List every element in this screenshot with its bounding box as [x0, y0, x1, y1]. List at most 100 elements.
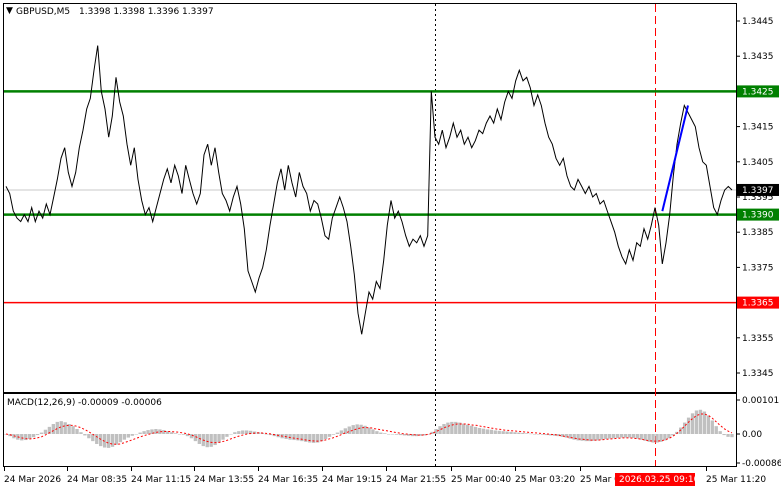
macd-histogram-bar — [102, 434, 107, 448]
macd-histogram-bar — [406, 434, 411, 436]
macd-histogram-bar — [442, 424, 446, 434]
time-tick-label: 25 Mar 11:20 — [706, 475, 766, 485]
macd-histogram-bar — [351, 425, 355, 434]
symbol-label: GBPUSD,M5 — [16, 7, 70, 17]
macd-histogram-bar — [181, 434, 186, 435]
macd-histogram-bar — [702, 411, 707, 434]
macd-histogram-bar — [130, 434, 134, 436]
time-cursor-badge — [615, 473, 695, 486]
macd-histogram-bar — [465, 424, 470, 434]
macd-histogram-bar — [237, 431, 241, 434]
dropdown-arrow-icon[interactable]: ▼ — [6, 6, 13, 16]
macd-histogram-bar — [185, 434, 190, 437]
macd-histogram-bar — [24, 434, 28, 441]
macd-histogram-bar — [319, 434, 324, 442]
macd-histogram-bar — [568, 434, 572, 439]
macd-histogram-bar — [28, 434, 32, 439]
trend-line[interactable] — [661, 105, 689, 212]
macd-values: -0.00009 -0.00006 — [78, 398, 162, 408]
macd-histogram-bar — [584, 434, 588, 442]
price-tick-label: 1.3405 — [742, 158, 774, 168]
level-price-badge — [737, 85, 779, 98]
macd-histogram-bar — [588, 434, 592, 442]
macd-histogram-bar — [422, 434, 426, 436]
macd-histogram-bar — [158, 429, 162, 434]
macd-histogram-bar — [316, 434, 320, 443]
macd-histogram-bar — [39, 432, 44, 434]
macd-histogram-bar — [698, 409, 703, 434]
macd-histogram-bar — [730, 434, 734, 438]
price-tick-label: 1.3355 — [742, 334, 774, 344]
macd-histogram-bar — [166, 431, 170, 434]
macd-histogram-bar — [170, 432, 174, 434]
macd-histogram-bar — [118, 434, 123, 443]
macd-histogram-bar — [430, 431, 434, 434]
macd-histogram-bar — [312, 434, 316, 443]
macd-histogram-bar — [106, 434, 111, 448]
macd-histogram-bar — [647, 434, 651, 442]
macd-histogram-bar — [533, 434, 537, 435]
macd-histogram-bar — [67, 424, 71, 434]
macd-tick-label: -0.00086 — [742, 459, 781, 469]
macd-histogram-bar — [331, 434, 336, 435]
price-tick-label: 1.3345 — [742, 369, 774, 379]
macd-histogram-bar — [438, 426, 442, 434]
macd-axis: 0.00101 0.00 -0.00086 — [736, 396, 781, 469]
macd-histogram-bar — [394, 434, 399, 435]
macd-histogram-bar — [146, 430, 150, 434]
time-axis: 24 Mar 2026 24 Mar 08:35 24 Mar 11:15 24 Ma… — [4, 467, 766, 486]
macd-histogram-bar — [233, 432, 237, 434]
macd-histogram-bar — [473, 426, 478, 434]
macd-histogram-bar — [592, 434, 596, 441]
time-tick-label: 24 Mar 13:55 — [194, 475, 254, 485]
price-panel-frame — [3, 3, 737, 393]
macd-histogram-bar — [513, 432, 517, 434]
macd-histogram-bar — [469, 425, 474, 434]
macd-histogram-bar — [600, 434, 604, 440]
macd-histogram-bar — [481, 428, 486, 434]
macd-histogram-bar — [686, 417, 691, 434]
macd-histogram-bar — [477, 427, 482, 434]
macd-histogram-bar — [347, 426, 351, 434]
macd-histogram-bar — [87, 434, 91, 439]
macd-histogram-bar — [564, 434, 568, 438]
macd-histogram-bar — [560, 434, 565, 437]
time-tick-label: 25 Mar 00:40 — [451, 475, 511, 485]
macd-histogram-bar — [576, 434, 580, 441]
macd-histogram-bar — [714, 426, 718, 434]
macd-histogram-bar — [679, 427, 683, 434]
macd-histogram-bar — [410, 434, 415, 437]
macd-histogram-bar — [83, 434, 87, 436]
price-tick-label: 1.3395 — [742, 193, 774, 203]
macd-histogram-bar — [718, 431, 722, 434]
macd-histogram-bar — [611, 434, 616, 439]
macd-histogram-bar — [580, 434, 584, 441]
macd-histogram-bar — [505, 431, 509, 434]
macd-histogram-bar — [138, 432, 142, 434]
macd-tick-label: 0.00101 — [742, 396, 779, 406]
macd-histogram-bar — [99, 434, 103, 447]
macd-histogram-bar — [197, 434, 202, 444]
macd-layer — [4, 409, 734, 448]
time-tick-label: 24 Mar 08:35 — [67, 475, 127, 485]
ohlc-values: 1.3398 1.3398 1.3396 1.3397 — [79, 7, 214, 17]
price-axis: 1.34451.34351.34251.34151.34051.33951.33… — [736, 17, 779, 379]
macd-histogram-bar — [363, 425, 367, 434]
macd-histogram-bar — [663, 434, 667, 441]
time-tick-label: 24 Mar 16:35 — [258, 475, 318, 485]
macd-histogram-bar — [446, 422, 450, 434]
time-tick-label: 24 Mar 2026 — [4, 475, 61, 485]
macd-histogram-bar — [398, 434, 403, 436]
price-tick-label: 1.3435 — [742, 52, 774, 62]
macd-histogram-bar — [604, 434, 608, 439]
macd-histogram-bar — [489, 429, 493, 434]
price-tick-label: 1.3415 — [742, 123, 774, 133]
macd-histogram-bar — [371, 429, 375, 434]
macd-histogram-bar — [682, 422, 687, 434]
macd-histogram-bar — [726, 434, 730, 437]
macd-histogram-bar — [450, 421, 454, 434]
macd-histogram-bar — [323, 434, 328, 439]
macd-histogram-bar — [671, 434, 675, 436]
macd-histogram-bar — [229, 434, 233, 435]
